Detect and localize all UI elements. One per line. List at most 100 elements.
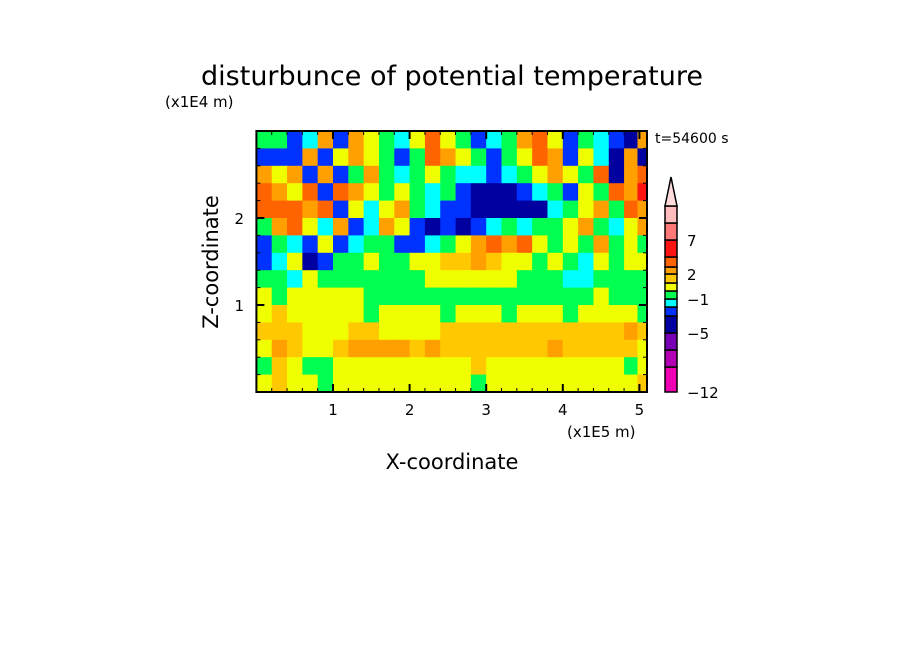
heatmap-cell (532, 235, 549, 254)
heatmap-cell (271, 131, 288, 149)
heatmap-cell (256, 270, 273, 289)
heatmap-cell (532, 374, 549, 393)
heatmap-cell (516, 165, 533, 184)
heatmap-cell (333, 131, 349, 149)
heatmap-cell (593, 305, 610, 323)
heatmap-cell (637, 322, 648, 341)
heatmap-cell (363, 131, 380, 149)
heatmap-cell (608, 200, 625, 219)
heatmap-cell (394, 148, 411, 167)
heatmap-cell (608, 148, 625, 167)
heatmap-cell (624, 148, 639, 167)
y-tick-label: 2 (234, 210, 244, 228)
heatmap-cell (256, 200, 273, 219)
heatmap-cell (593, 131, 610, 149)
heatmap-cell (440, 270, 457, 289)
colorbar-swatch (664, 366, 678, 393)
heatmap-cell (562, 183, 579, 202)
heatmap-cell (470, 148, 487, 167)
heatmap-cell (287, 357, 303, 376)
heatmap-cell (271, 148, 288, 167)
heatmap-cell (593, 218, 610, 236)
heatmap-cell (287, 200, 303, 219)
heatmap-cell (516, 200, 533, 219)
heatmap-cell (470, 287, 487, 306)
heatmap-cell (608, 287, 625, 306)
x-tick-label: 1 (328, 401, 338, 419)
heatmap-cell (409, 252, 426, 271)
heatmap-cell (637, 165, 648, 184)
heatmap-cell (562, 165, 579, 184)
heatmap-cell (562, 235, 579, 254)
heatmap-cell (593, 374, 610, 393)
heatmap-cell (486, 131, 503, 149)
heatmap-cell (455, 183, 472, 202)
heatmap-cell (287, 183, 303, 202)
heatmap-cell (302, 235, 319, 254)
heatmap-cell (593, 165, 610, 184)
heatmap-cell (256, 322, 273, 341)
heatmap-cell (516, 322, 533, 341)
heatmap-cell (501, 287, 518, 306)
heatmap-cell (378, 218, 395, 236)
heatmap-cell (486, 183, 503, 202)
heatmap-cell (578, 165, 595, 184)
y-tick-label: 1 (234, 297, 244, 315)
heatmap-cell (394, 235, 411, 254)
heatmap-cell (637, 252, 648, 271)
heatmap-cell (394, 218, 411, 236)
heatmap-cell (394, 131, 411, 149)
heatmap-cell (516, 270, 533, 289)
colorbar-swatch (664, 222, 678, 241)
heatmap-cell (547, 357, 564, 376)
heatmap-cell (363, 200, 380, 219)
heatmap-cell (637, 305, 648, 323)
heatmap-cell (394, 339, 411, 358)
heatmap-cell (256, 131, 273, 149)
heatmap-cell (440, 305, 457, 323)
heatmap-cell (440, 339, 457, 358)
x-unit-label: (x1E5 m) (567, 423, 636, 441)
heatmap-cell (440, 218, 457, 236)
colorbar-swatch (664, 349, 678, 368)
heatmap-cell (440, 235, 457, 254)
heatmap-cell (455, 218, 472, 236)
heatmap-cell (547, 148, 564, 167)
heatmap-cell (637, 218, 648, 236)
heatmap-cell (547, 305, 564, 323)
heatmap-cell (608, 165, 625, 184)
heatmap-cell (501, 252, 518, 271)
heatmap-cell (470, 252, 487, 271)
heatmap-cell (501, 148, 518, 167)
heatmap-cell (348, 183, 365, 202)
heatmap-cell (486, 218, 503, 236)
heatmap-cell (317, 165, 334, 184)
heatmap-cell (271, 322, 288, 341)
heatmap-cell (532, 252, 549, 271)
heatmap-cell (287, 252, 303, 271)
heatmap-cell (271, 218, 288, 236)
heatmap-cell (562, 357, 579, 376)
heatmap-cell (348, 218, 365, 236)
heatmap-cell (637, 357, 648, 376)
colorbar-swatch (664, 266, 678, 275)
heatmap-cell (333, 183, 349, 202)
heatmap-cell (424, 322, 441, 341)
heatmap-cell (578, 252, 595, 271)
heatmap-cell (608, 183, 625, 202)
heatmap-cell (394, 270, 411, 289)
heatmap-cell (302, 357, 319, 376)
plot-frame (255, 130, 648, 393)
colorbar-swatch (664, 298, 678, 308)
chart-title: disturbunce of potential temperature (201, 61, 703, 92)
heatmap-cell (317, 218, 334, 236)
heatmap-cell (363, 287, 380, 306)
heatmap-cell (317, 183, 334, 202)
heatmap-cell (532, 357, 549, 376)
heatmap-cell (547, 322, 564, 341)
colorbar-swatch (664, 290, 678, 300)
heatmap-cell (455, 270, 472, 289)
heatmap-cell (333, 148, 349, 167)
heatmap-cell (302, 374, 319, 393)
